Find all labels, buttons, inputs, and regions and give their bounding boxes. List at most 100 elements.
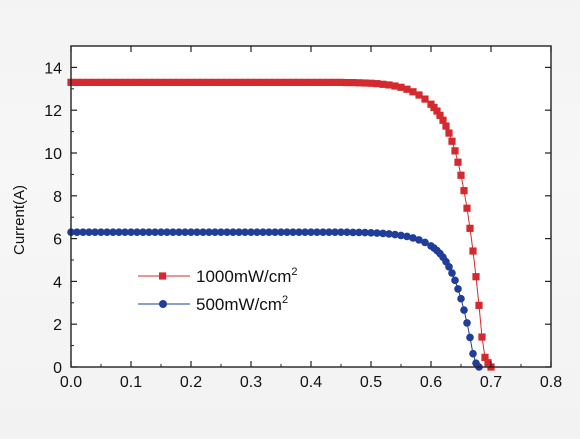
data-point-circle <box>454 285 462 293</box>
data-point-circle <box>349 228 357 237</box>
data-point-circle <box>301 228 309 236</box>
data-point-circle <box>283 228 291 236</box>
y-tick-label: 6 <box>53 232 62 249</box>
y-tick-label: 12 <box>44 103 62 120</box>
data-point-square <box>484 359 492 367</box>
legend-label-superscript: 2 <box>291 266 297 278</box>
data-point-square <box>181 78 189 86</box>
data-point-circle <box>205 228 213 236</box>
x-tick-label: 0.2 <box>180 374 202 391</box>
data-point-circle <box>343 228 351 236</box>
data-point-circle <box>187 228 195 236</box>
data-point-square <box>448 137 456 145</box>
data-point-square <box>211 78 219 86</box>
data-point-square <box>139 78 147 86</box>
legend-marker-square <box>159 272 167 280</box>
data-point-circle <box>319 228 327 236</box>
data-point-square <box>241 78 249 86</box>
data-point-square <box>466 224 474 232</box>
data-point-square <box>451 147 459 155</box>
y-tick-label: 2 <box>53 317 62 334</box>
data-point-circle <box>229 228 237 236</box>
data-point-circle <box>241 228 249 236</box>
y-tick-label: 0 <box>53 360 62 377</box>
ticks-layer: 0.0 0.1 0.2 0.3 0.4 0.5 0.6 0.7 0.8 0 2 4 6 8 10 12 14 <box>44 45 562 391</box>
data-point-circle <box>193 228 201 236</box>
data-point-square <box>187 78 195 86</box>
data-point-circle <box>163 228 171 236</box>
data-point-square <box>145 78 153 86</box>
data-point-circle <box>361 228 369 237</box>
data-point-circle <box>181 228 189 236</box>
data-point-square <box>169 78 177 86</box>
data-point-square <box>373 80 381 88</box>
legend-label-superscript: 2 <box>282 294 288 306</box>
data-point-square <box>247 78 255 86</box>
data-point-square <box>163 78 171 86</box>
data-point-circle <box>157 228 165 236</box>
data-point-square <box>478 333 486 341</box>
x-tick-label: 0.1 <box>120 374 142 391</box>
data-point-square <box>193 78 201 86</box>
data-point-circle <box>451 276 459 285</box>
data-point-circle <box>121 228 129 236</box>
data-point-square <box>307 78 315 86</box>
data-point-circle <box>79 228 87 236</box>
legend-label: 1000mW/cm2 <box>196 266 298 286</box>
y-tick-label: 8 <box>53 189 62 206</box>
data-point-circle <box>199 228 207 236</box>
data-point-square <box>223 78 231 86</box>
data-point-square <box>85 78 93 86</box>
data-point-circle <box>445 263 453 271</box>
data-point-square <box>385 81 393 89</box>
data-point-circle <box>457 294 465 303</box>
x-tick-label: 0.8 <box>540 374 562 391</box>
data-point-circle <box>91 228 99 236</box>
data-point-square <box>337 78 345 86</box>
data-point-circle <box>127 228 135 236</box>
data-point-square <box>259 78 267 86</box>
data-point-circle <box>409 234 417 242</box>
data-point-circle <box>289 228 297 236</box>
data-point-square <box>457 171 465 179</box>
data-point-circle <box>337 228 345 236</box>
data-point-square <box>391 82 399 90</box>
data-point-square <box>157 78 165 86</box>
data-point-circle <box>463 319 471 327</box>
data-point-circle <box>133 228 141 236</box>
data-point-circle <box>355 228 363 237</box>
legend-marker-circle <box>159 300 167 308</box>
data-point-circle <box>385 230 393 238</box>
x-tick-label: 0.4 <box>300 374 322 391</box>
data-point-square <box>253 78 261 86</box>
data-point-square <box>277 78 285 86</box>
data-point-square <box>367 79 375 87</box>
data-point-circle <box>469 349 477 358</box>
data-point-circle <box>115 228 123 236</box>
data-point-circle <box>391 230 399 239</box>
data-point-circle <box>139 228 147 236</box>
data-point-square <box>265 78 273 86</box>
data-point-square <box>91 78 99 86</box>
data-point-square <box>409 88 417 96</box>
data-point-circle <box>97 228 105 236</box>
data-point-circle <box>253 228 261 236</box>
data-point-square <box>109 78 117 86</box>
data-point-square <box>430 103 438 112</box>
data-point-square <box>199 78 207 86</box>
data-point-square <box>403 85 411 93</box>
data-point-circle <box>466 333 474 342</box>
data-point-square <box>355 79 363 87</box>
data-point-circle <box>151 228 159 236</box>
data-point-circle <box>223 228 231 236</box>
data-point-circle <box>313 228 321 236</box>
data-point-square <box>343 78 351 87</box>
data-point-square <box>445 129 453 137</box>
data-point-square <box>439 116 447 124</box>
data-point-circle <box>403 232 411 241</box>
data-point-square <box>469 247 477 255</box>
data-point-square <box>415 91 423 99</box>
data-point-square <box>295 78 303 86</box>
